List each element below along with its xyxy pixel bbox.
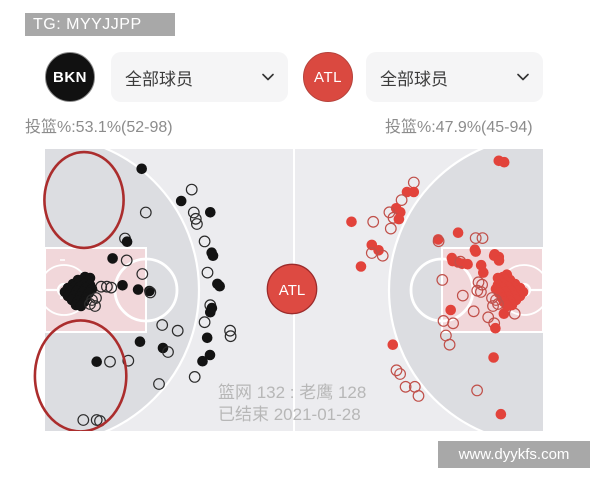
svg-text:ATL: ATL: [279, 282, 305, 299]
